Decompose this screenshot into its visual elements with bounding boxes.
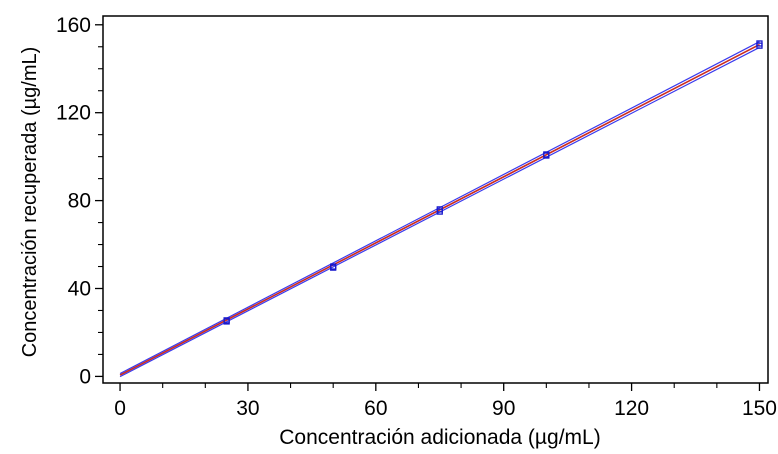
regression-line xyxy=(119,43,760,376)
x-tick-label: 30 xyxy=(236,397,259,420)
plot-frame xyxy=(102,15,769,384)
data-point xyxy=(436,206,443,213)
y-tick-label: 0 xyxy=(79,365,91,388)
axis-ticks xyxy=(95,24,761,391)
x-tick-label: 60 xyxy=(364,397,387,420)
x-tick-label: 0 xyxy=(114,397,126,420)
data-point xyxy=(223,317,230,324)
data-point xyxy=(543,151,550,158)
data-point xyxy=(330,263,337,270)
x-axis-title: Concentración adicionada (µg/mL) xyxy=(279,426,600,449)
y-tick-label: 80 xyxy=(68,190,91,213)
tick-labels: 0 30 60 90 120 150 0 40 80 120 160 xyxy=(56,14,777,420)
confidence-band-upper xyxy=(119,41,760,375)
y-tick-label: 40 xyxy=(68,278,91,301)
x-tick-label: 90 xyxy=(492,397,515,420)
x-tick-label: 150 xyxy=(742,397,777,420)
data-point xyxy=(756,40,763,47)
y-tick-label: 160 xyxy=(56,14,91,37)
y-tick-label: 120 xyxy=(56,102,91,125)
y-axis-title: Concentración recuperada (µg/mL) xyxy=(19,47,41,358)
x-tick-label: 120 xyxy=(614,397,649,420)
plot-area xyxy=(102,15,769,384)
